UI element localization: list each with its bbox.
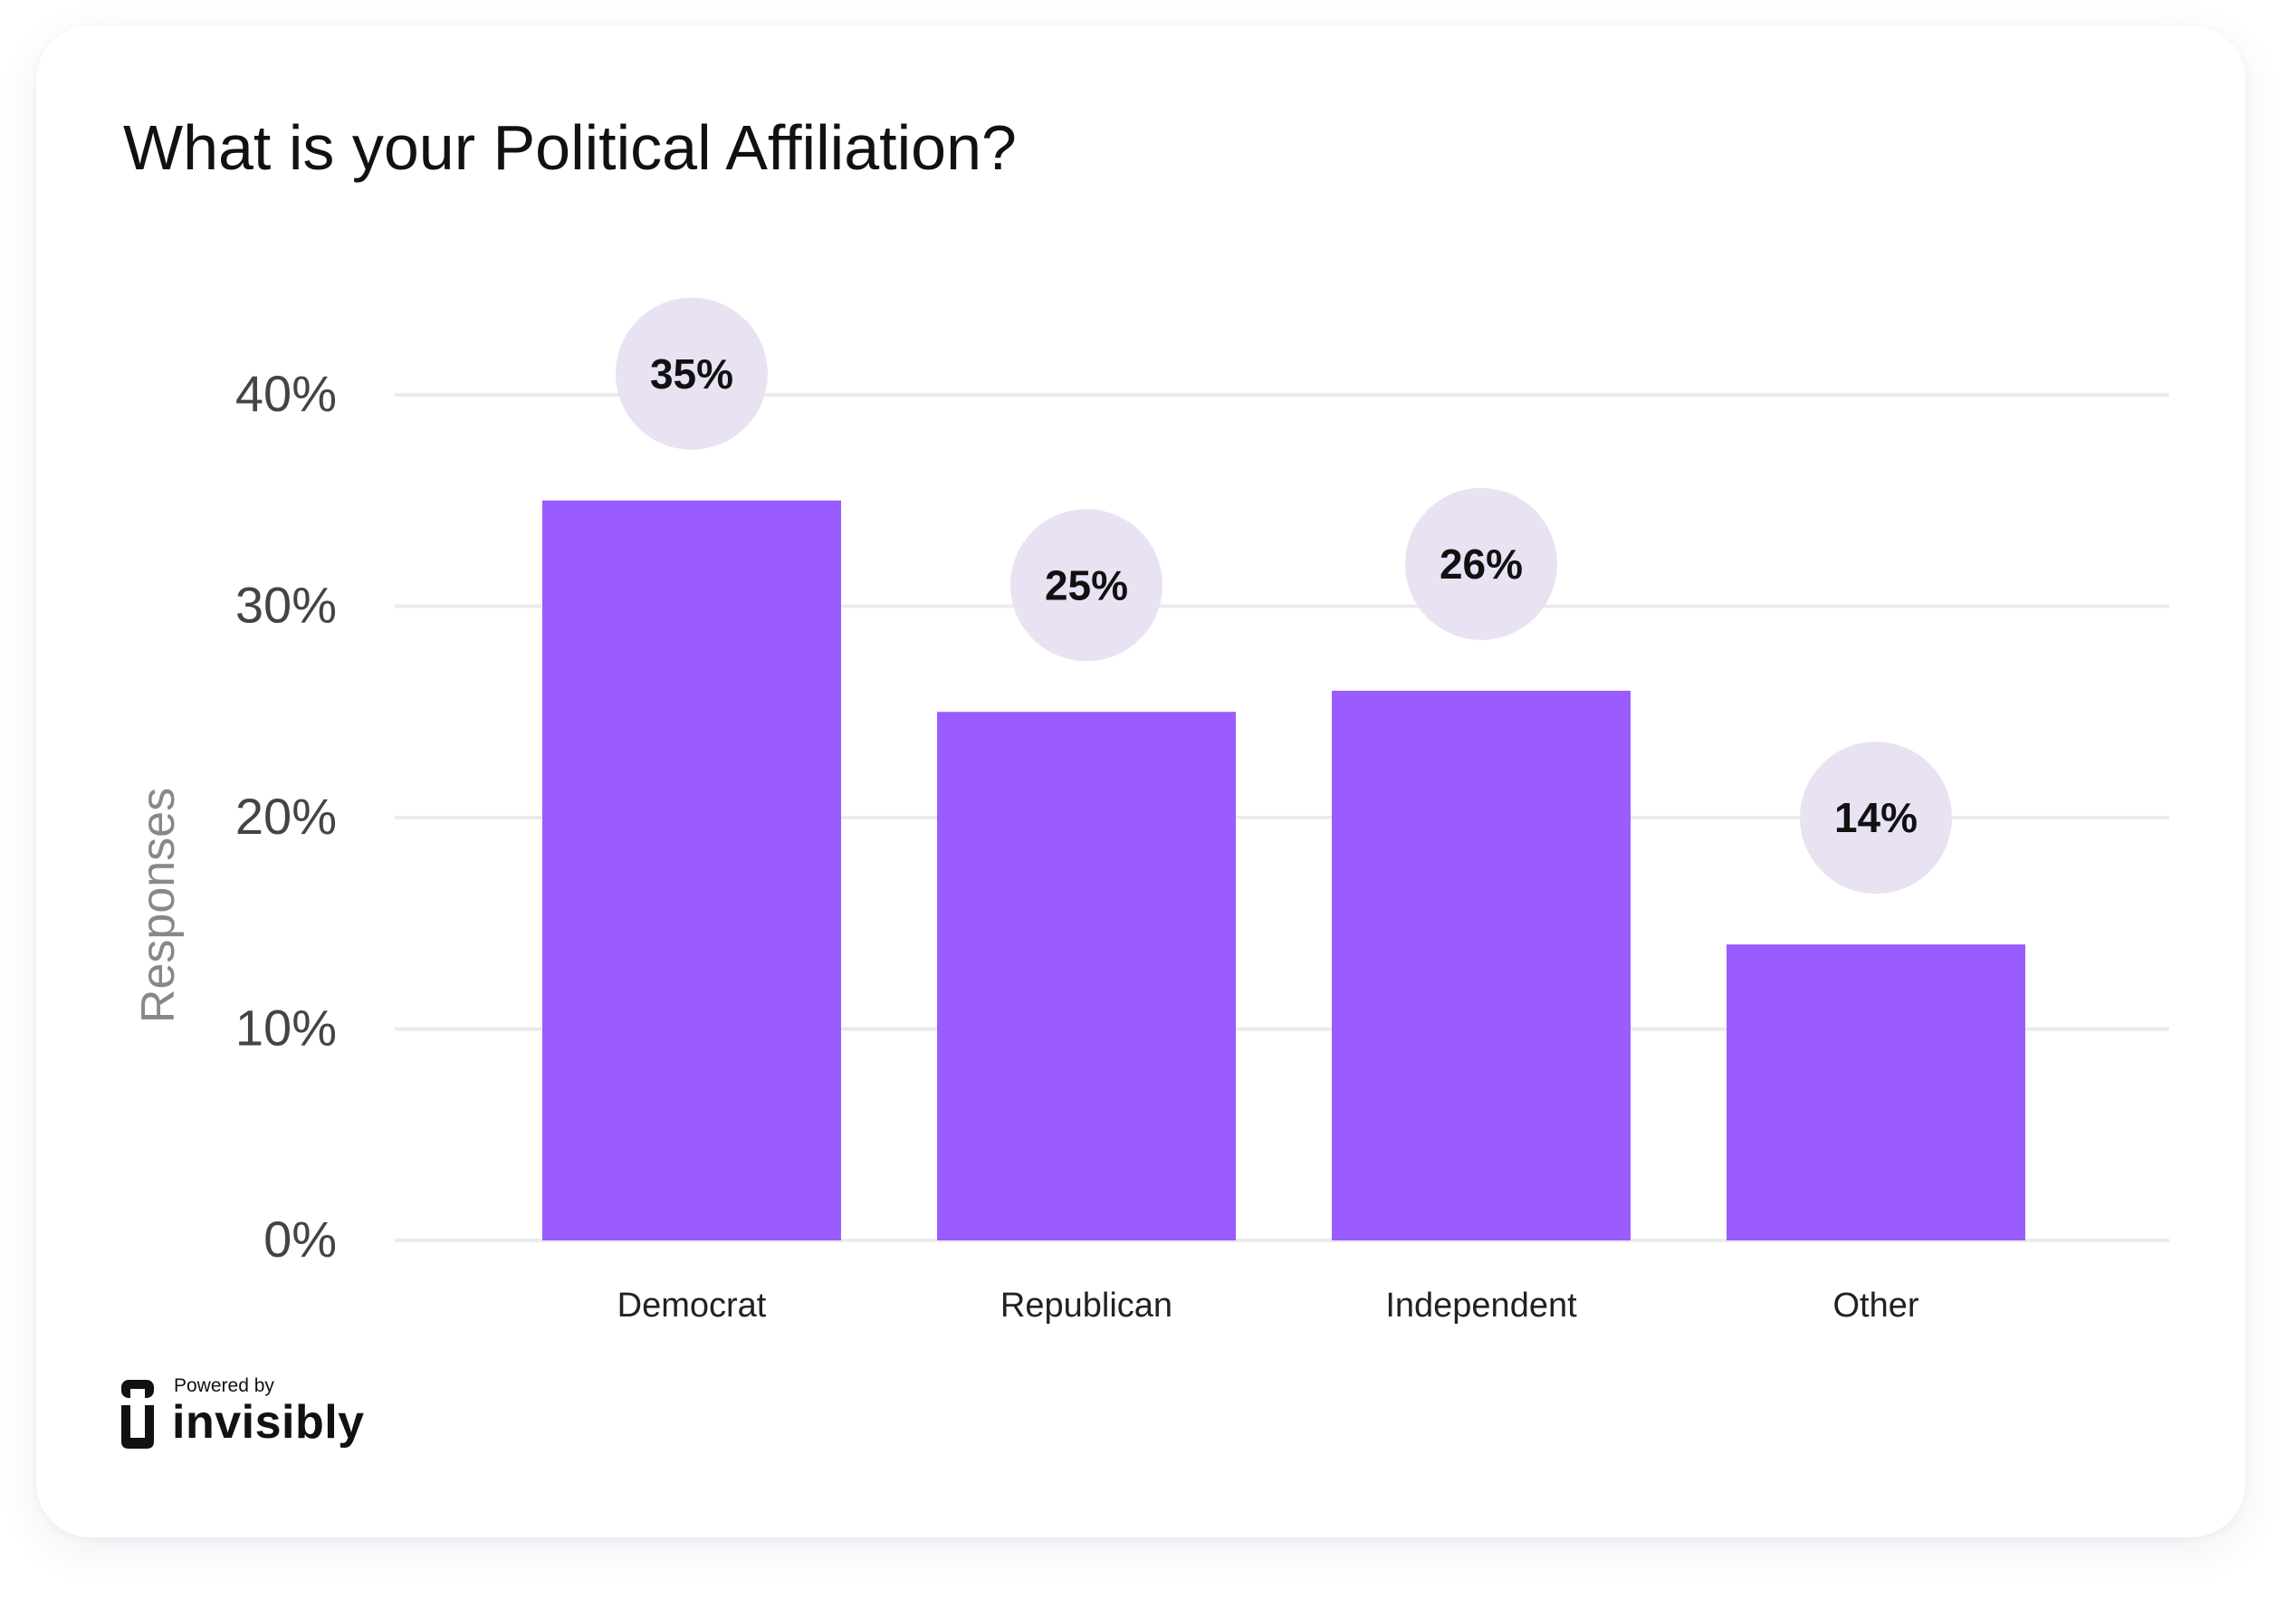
y-tick-label: 40% xyxy=(235,365,337,422)
x-axis-ticks: Democrat Republican Independent Other xyxy=(617,1287,1919,1325)
x-tick-label: Democrat xyxy=(617,1287,767,1325)
y-tick-label: 30% xyxy=(235,577,337,634)
y-tick-label: 20% xyxy=(235,788,337,845)
invisibly-logo-icon xyxy=(121,1380,154,1449)
data-label-bubble xyxy=(1010,509,1162,662)
data-label: 25% xyxy=(1045,561,1128,608)
y-tick-label: 0% xyxy=(263,1211,337,1268)
data-label: 14% xyxy=(1834,794,1918,841)
y-axis-title: Responses xyxy=(132,788,185,1023)
data-label-bubble xyxy=(1800,742,1952,895)
chart-title: What is your Political Affiliation? xyxy=(123,112,1017,183)
bar xyxy=(937,712,1236,1240)
data-labels: 35% 25% 26% 14% xyxy=(616,297,1952,895)
x-tick-label: Republican xyxy=(1000,1287,1172,1325)
y-tick-label: 10% xyxy=(235,1000,337,1057)
data-label-bubble xyxy=(1405,487,1557,640)
x-tick-label: Independent xyxy=(1385,1287,1577,1325)
x-tick-label: Other xyxy=(1832,1287,1918,1325)
bar xyxy=(1332,690,1631,1240)
bar xyxy=(1727,944,2025,1240)
data-label: 35% xyxy=(650,350,733,397)
bar xyxy=(542,500,841,1240)
data-label: 26% xyxy=(1440,541,1523,588)
y-axis-ticks: 0% 10% 20% 30% 40% xyxy=(235,365,337,1268)
data-label-bubble xyxy=(616,297,768,450)
bars xyxy=(542,500,2025,1240)
powered-by-label: Powered by xyxy=(174,1375,274,1396)
brand-name: invisibly xyxy=(172,1396,365,1449)
